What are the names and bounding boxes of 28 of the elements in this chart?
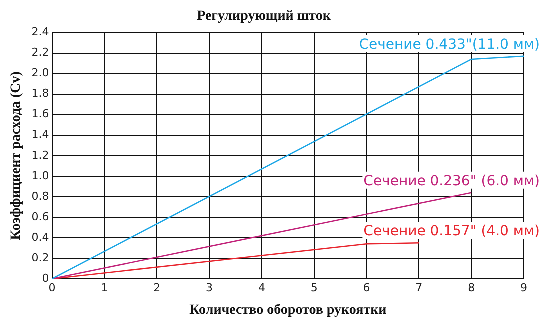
y-tick-label: 2.4 — [32, 26, 50, 39]
y-tick-label: 0.4 — [32, 230, 50, 244]
y-tick-label: 0.2 — [32, 251, 50, 264]
y-tick-label: 1.0 — [32, 169, 50, 182]
x-tick-label: 2 — [154, 281, 161, 294]
x-tick-label: 6 — [363, 281, 370, 294]
x-tick-label: 7 — [416, 281, 423, 294]
y-tick-label: 1.4 — [32, 128, 50, 142]
y-tick-label: 2.2 — [32, 46, 50, 60]
y-tick-label: 1.8 — [32, 87, 50, 100]
x-tick-label: 9 — [520, 281, 528, 294]
series-label: Сечение 0.157" (4.0 мм) — [364, 224, 540, 240]
x-tick-label: 1 — [101, 281, 108, 294]
y-tick-label: 0.6 — [32, 210, 50, 224]
chart-title: Регулирующий шток — [197, 9, 332, 24]
series-label: Сечение 0.433"(11.0 мм) — [359, 37, 540, 54]
x-axis-title: Количество оборотов рукоятки — [190, 303, 387, 318]
x-tick-label: 8 — [468, 281, 476, 294]
x-tick-label: 5 — [310, 281, 318, 294]
x-tick-label: 3 — [206, 281, 214, 294]
y-tick-label: 0 — [42, 272, 50, 285]
y-tick-label: 0.8 — [32, 190, 50, 203]
y-tick-label: 1.6 — [32, 108, 50, 121]
y-axis-title: Коэффициент расхода (Cv) — [9, 71, 24, 240]
y-tick-label: 2.0 — [32, 66, 50, 80]
series-label: Сечение 0.236" (6.0 мм) — [364, 173, 540, 190]
y-tick-label: 1.2 — [32, 148, 50, 162]
x-tick-label: 4 — [258, 281, 266, 294]
